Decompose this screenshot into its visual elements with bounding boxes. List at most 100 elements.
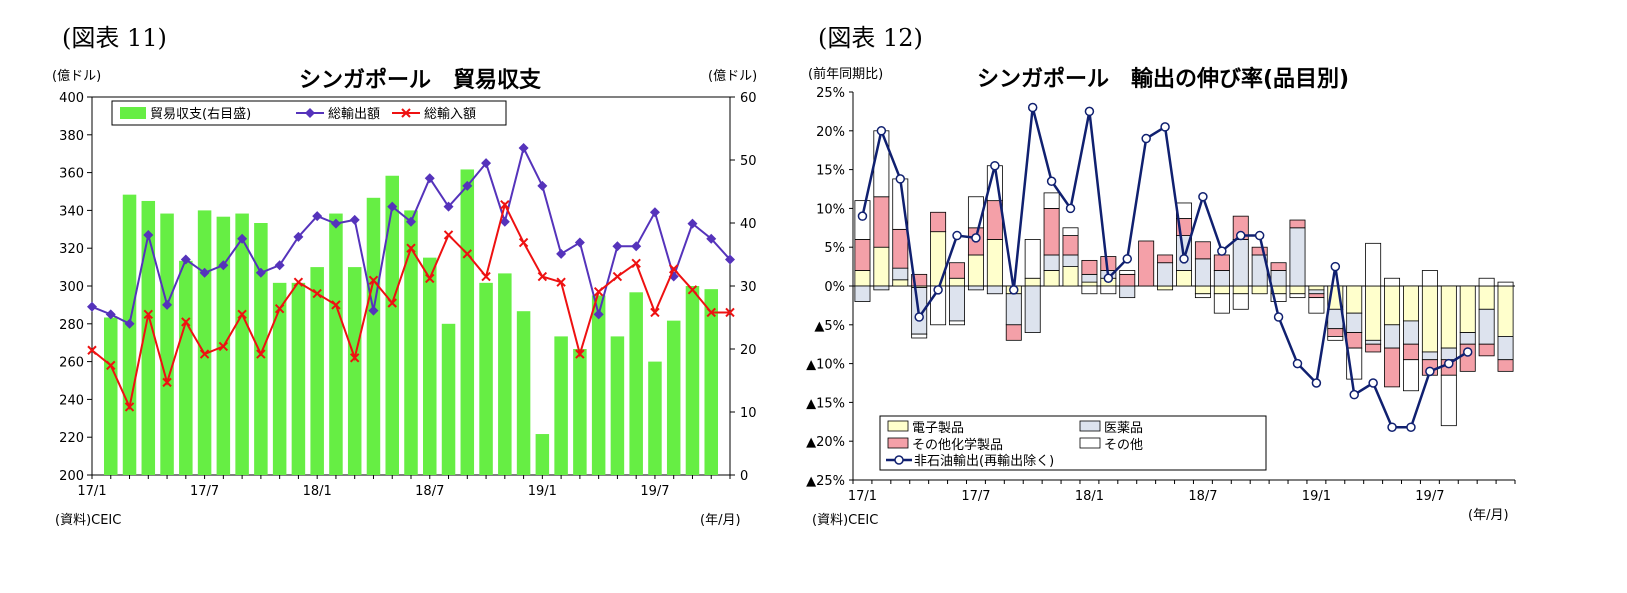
imports-marker (312, 288, 322, 299)
y-axis-unit: (前年同期比) (808, 66, 883, 82)
imports-marker (706, 307, 716, 318)
pharma-bar (892, 267, 909, 281)
non-oil-exports-marker (857, 211, 868, 221)
electronics-bar (1421, 285, 1438, 353)
electronics-bar (1440, 285, 1457, 349)
non-oil-exports-marker (1179, 254, 1189, 264)
trade-balance-bar (685, 286, 700, 475)
electronics-bar (949, 277, 965, 287)
imports-marker (387, 298, 397, 308)
exports-marker (199, 267, 210, 278)
y-tick-label: 10% (816, 202, 845, 217)
pharma-bar (986, 285, 1003, 295)
imports-marker (443, 230, 454, 240)
imports-marker (556, 277, 566, 287)
other-bar (1119, 270, 1136, 275)
exports-marker (293, 231, 304, 242)
imports-marker (162, 377, 172, 388)
pharma-bar (1308, 289, 1325, 295)
chemicals-bar (1081, 259, 1098, 275)
trade-balance-bar (423, 257, 437, 475)
pharma-bar (1157, 262, 1174, 287)
x-unit-note: (年/月) (1468, 508, 1509, 523)
x-tick-label: 18/7 (415, 484, 444, 499)
chemicals-bar (873, 196, 890, 248)
imports-marker (143, 309, 154, 320)
other-bar (873, 130, 890, 198)
non-oil-exports-marker (952, 230, 962, 241)
exports-marker (387, 201, 398, 212)
trade-balance-bar (498, 273, 512, 475)
left-tick-label: 360 (59, 167, 84, 182)
trade-balance-bar (366, 197, 381, 476)
chemicals-bar (949, 262, 965, 279)
figure2-label: (図表 12) (818, 24, 923, 52)
x-tick-label: 17/1 (848, 489, 877, 504)
electronics-bar (873, 246, 890, 287)
legend-label-line: 非石油輸出(再輸出除く) (914, 454, 1054, 469)
imports-marker (575, 349, 585, 359)
pharma-bar (1403, 320, 1419, 345)
y-tick-label: 5% (824, 241, 845, 256)
left-tick-label: 280 (59, 318, 84, 333)
exports-marker (180, 254, 191, 265)
x-tick-label: 19/7 (1415, 489, 1444, 504)
pharma-bar (1005, 293, 1022, 326)
exports-marker (574, 237, 585, 248)
imports-marker (237, 309, 247, 320)
electronics-bar (854, 270, 871, 287)
exports-marker (330, 218, 341, 229)
x-tick-label: 18/1 (303, 484, 332, 499)
exports-marker (481, 158, 492, 169)
imports-marker (725, 307, 735, 318)
chemicals-bar (1251, 246, 1268, 256)
imports-marker (349, 353, 360, 363)
left-tick-label: 300 (59, 280, 84, 295)
non-oil-exports-marker (1217, 246, 1227, 256)
imports-marker (462, 249, 473, 259)
pharma-bar (1365, 339, 1382, 345)
legend-label-balance: 貿易収支(右目盛) (150, 107, 251, 122)
right-axis-unit: (億ドル) (708, 68, 757, 84)
electronics-bar (986, 239, 1003, 287)
other-bar (1024, 239, 1041, 279)
imports-marker (199, 349, 210, 359)
chemicals-bar (1062, 235, 1079, 256)
exports-marker (537, 180, 548, 191)
trade-balance-bar (160, 213, 174, 476)
non-oil-exports-marker (1027, 102, 1038, 113)
electronics-bar (1157, 285, 1174, 291)
pharma-bar (1213, 270, 1230, 287)
imports-marker (481, 271, 491, 282)
other-bar (1497, 281, 1514, 287)
electronics-bar (1251, 285, 1268, 295)
pharma-bar (1327, 308, 1344, 330)
trade-balance-bar (573, 349, 587, 475)
electronics-bar (1365, 285, 1382, 341)
legend-label-other: その他 (1104, 438, 1143, 453)
other-bar (1270, 293, 1287, 302)
exports-marker (218, 260, 229, 271)
non-oil-exports-marker (914, 312, 924, 322)
chemicals-bar (1308, 293, 1325, 299)
electronics-bar (1403, 285, 1419, 322)
legend-label-pharma: 医薬品 (1104, 421, 1143, 436)
imports-marker (218, 341, 229, 352)
other-bar (949, 320, 965, 326)
trade-balance-bar (648, 361, 662, 475)
pharma-bar (1421, 351, 1438, 361)
imports-marker (687, 285, 698, 295)
chart-title: シンガポール 輸出の伸び率(品目別) (977, 66, 1349, 92)
imports-marker (406, 243, 416, 253)
exports-marker (687, 218, 698, 229)
non-oil-exports-marker (1122, 254, 1133, 264)
legend-label-imports: 総輸入額 (424, 107, 476, 122)
left-tick-label: 400 (59, 91, 84, 106)
exports-marker (87, 301, 97, 312)
other-bar (1440, 374, 1457, 427)
legend-swatch-electronics (887, 420, 909, 432)
electronics-bar (1478, 285, 1495, 310)
trade-balance-bar (554, 336, 568, 475)
